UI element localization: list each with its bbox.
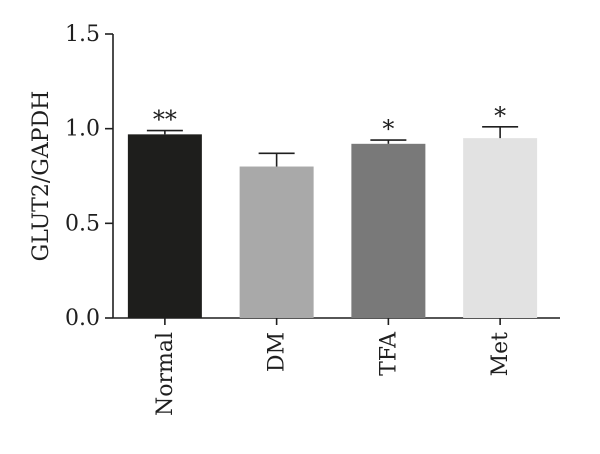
- y-ticks: 0.0 0.5 1.0 1.5: [65, 22, 113, 331]
- y-tick-label: 1.0: [65, 117, 100, 142]
- significance-label-met: *: [494, 102, 506, 130]
- x-tick-label-met: Met: [488, 332, 513, 377]
- bar-dm: [239, 166, 314, 318]
- significance-label-normal: **: [153, 106, 177, 134]
- bar-normal: [127, 134, 202, 318]
- y-axis-label: GLUT2/GAPDH: [29, 91, 54, 262]
- y-tick-label: 1.5: [65, 22, 100, 47]
- bars: ** * *: [127, 102, 538, 318]
- significance-label-tfa: *: [382, 115, 394, 143]
- x-ticks: Normal DM TFA Met: [153, 318, 513, 416]
- y-tick-label: 0.0: [65, 306, 100, 331]
- x-tick-label-dm: DM: [265, 332, 290, 372]
- bar-tfa: [351, 143, 426, 318]
- bar-met: [463, 138, 538, 318]
- x-tick-label-tfa: TFA: [376, 331, 401, 376]
- y-tick-label: 0.5: [65, 211, 100, 236]
- x-tick-label-normal: Normal: [153, 332, 178, 416]
